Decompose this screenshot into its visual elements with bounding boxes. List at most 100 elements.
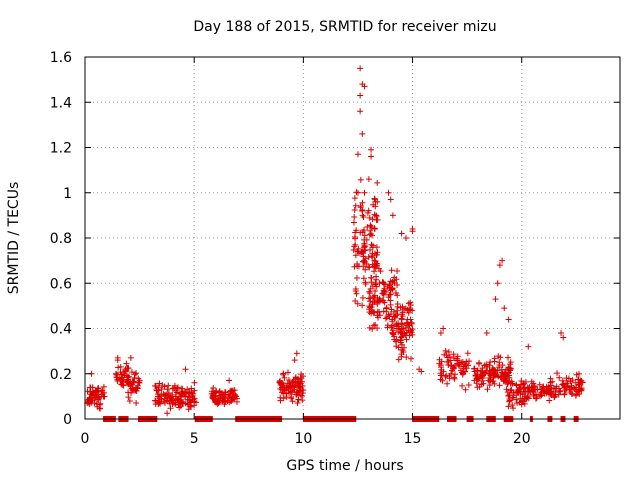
data-point [525, 343, 532, 350]
data-point [112, 370, 119, 377]
data-point [456, 360, 463, 367]
data-point [555, 391, 562, 398]
data-point [442, 373, 449, 380]
data-point [367, 222, 374, 229]
data-point [382, 315, 389, 322]
data-point [395, 356, 402, 363]
data-point [462, 362, 469, 369]
data-point [128, 369, 135, 376]
data-point [125, 373, 132, 380]
data-point [361, 236, 368, 243]
data-point [360, 275, 367, 282]
data-point [351, 214, 358, 221]
data-point [374, 216, 381, 223]
data-point [384, 314, 391, 321]
data-point [387, 291, 394, 298]
data-point [365, 263, 372, 270]
data-point [136, 379, 143, 386]
data-point [556, 387, 563, 394]
data-point [451, 375, 458, 382]
data-point [132, 387, 139, 394]
data-point [506, 391, 513, 398]
data-point [393, 343, 400, 350]
data-point [409, 331, 416, 338]
data-point [182, 389, 189, 396]
data-point [390, 277, 397, 284]
data-point [184, 396, 191, 403]
data-point [357, 108, 364, 115]
data-point [501, 305, 508, 312]
data-point [169, 385, 176, 392]
data-point [114, 357, 121, 364]
data-point [446, 373, 453, 380]
x-tick-label: 5 [190, 431, 199, 447]
data-point [366, 288, 373, 295]
data-point [556, 374, 563, 381]
data-point [399, 341, 406, 348]
data-point [209, 388, 216, 395]
grid [85, 57, 620, 419]
data-point [130, 379, 137, 386]
data-point [506, 367, 513, 374]
data-point [359, 130, 366, 137]
data-point [407, 316, 414, 323]
data-point [157, 400, 164, 407]
data-point [293, 350, 300, 357]
data-point [437, 370, 444, 377]
data-point [562, 387, 569, 394]
data-point [352, 202, 359, 209]
data-point [474, 384, 481, 391]
data-point [98, 388, 105, 395]
data-point [155, 393, 162, 400]
data-point [490, 372, 497, 379]
data-point [357, 92, 364, 99]
data-point [494, 280, 501, 287]
x-tick-label: 15 [404, 431, 422, 447]
data-point [97, 400, 104, 407]
data-point [529, 387, 536, 394]
data-point [276, 379, 283, 386]
data-point [368, 241, 375, 248]
data-point [517, 395, 524, 402]
data-point [496, 359, 503, 366]
data-point [369, 242, 376, 249]
data-point [578, 378, 585, 385]
data-point [356, 250, 363, 257]
data-point [167, 405, 174, 412]
data-point [437, 330, 444, 337]
data-point [365, 207, 372, 214]
data-point [374, 300, 381, 307]
data-point [280, 382, 287, 389]
data-point [354, 151, 361, 158]
data-point [368, 306, 375, 313]
data-point [214, 401, 221, 408]
data-point [174, 397, 181, 404]
data-point [510, 405, 517, 412]
data-point [360, 257, 367, 264]
data-point [532, 395, 539, 402]
data-point [123, 360, 130, 367]
data-point [389, 285, 396, 292]
data-point [403, 329, 410, 336]
data-point [372, 258, 379, 265]
data-point [362, 280, 369, 287]
data-point [505, 403, 512, 410]
data-point [371, 295, 378, 302]
data-point [100, 383, 107, 390]
data-point [486, 382, 493, 389]
data-point [374, 312, 381, 319]
data-point [133, 370, 140, 377]
data-point [169, 391, 176, 398]
data-point [388, 267, 395, 274]
data-point [509, 401, 516, 408]
data-point [498, 369, 505, 376]
data-point [352, 288, 359, 295]
data-point [536, 381, 543, 388]
data-point [514, 400, 521, 407]
data-point [210, 384, 217, 391]
data-point [397, 329, 404, 336]
data-point [505, 316, 512, 323]
data-point [494, 372, 501, 379]
data-point [353, 189, 360, 196]
